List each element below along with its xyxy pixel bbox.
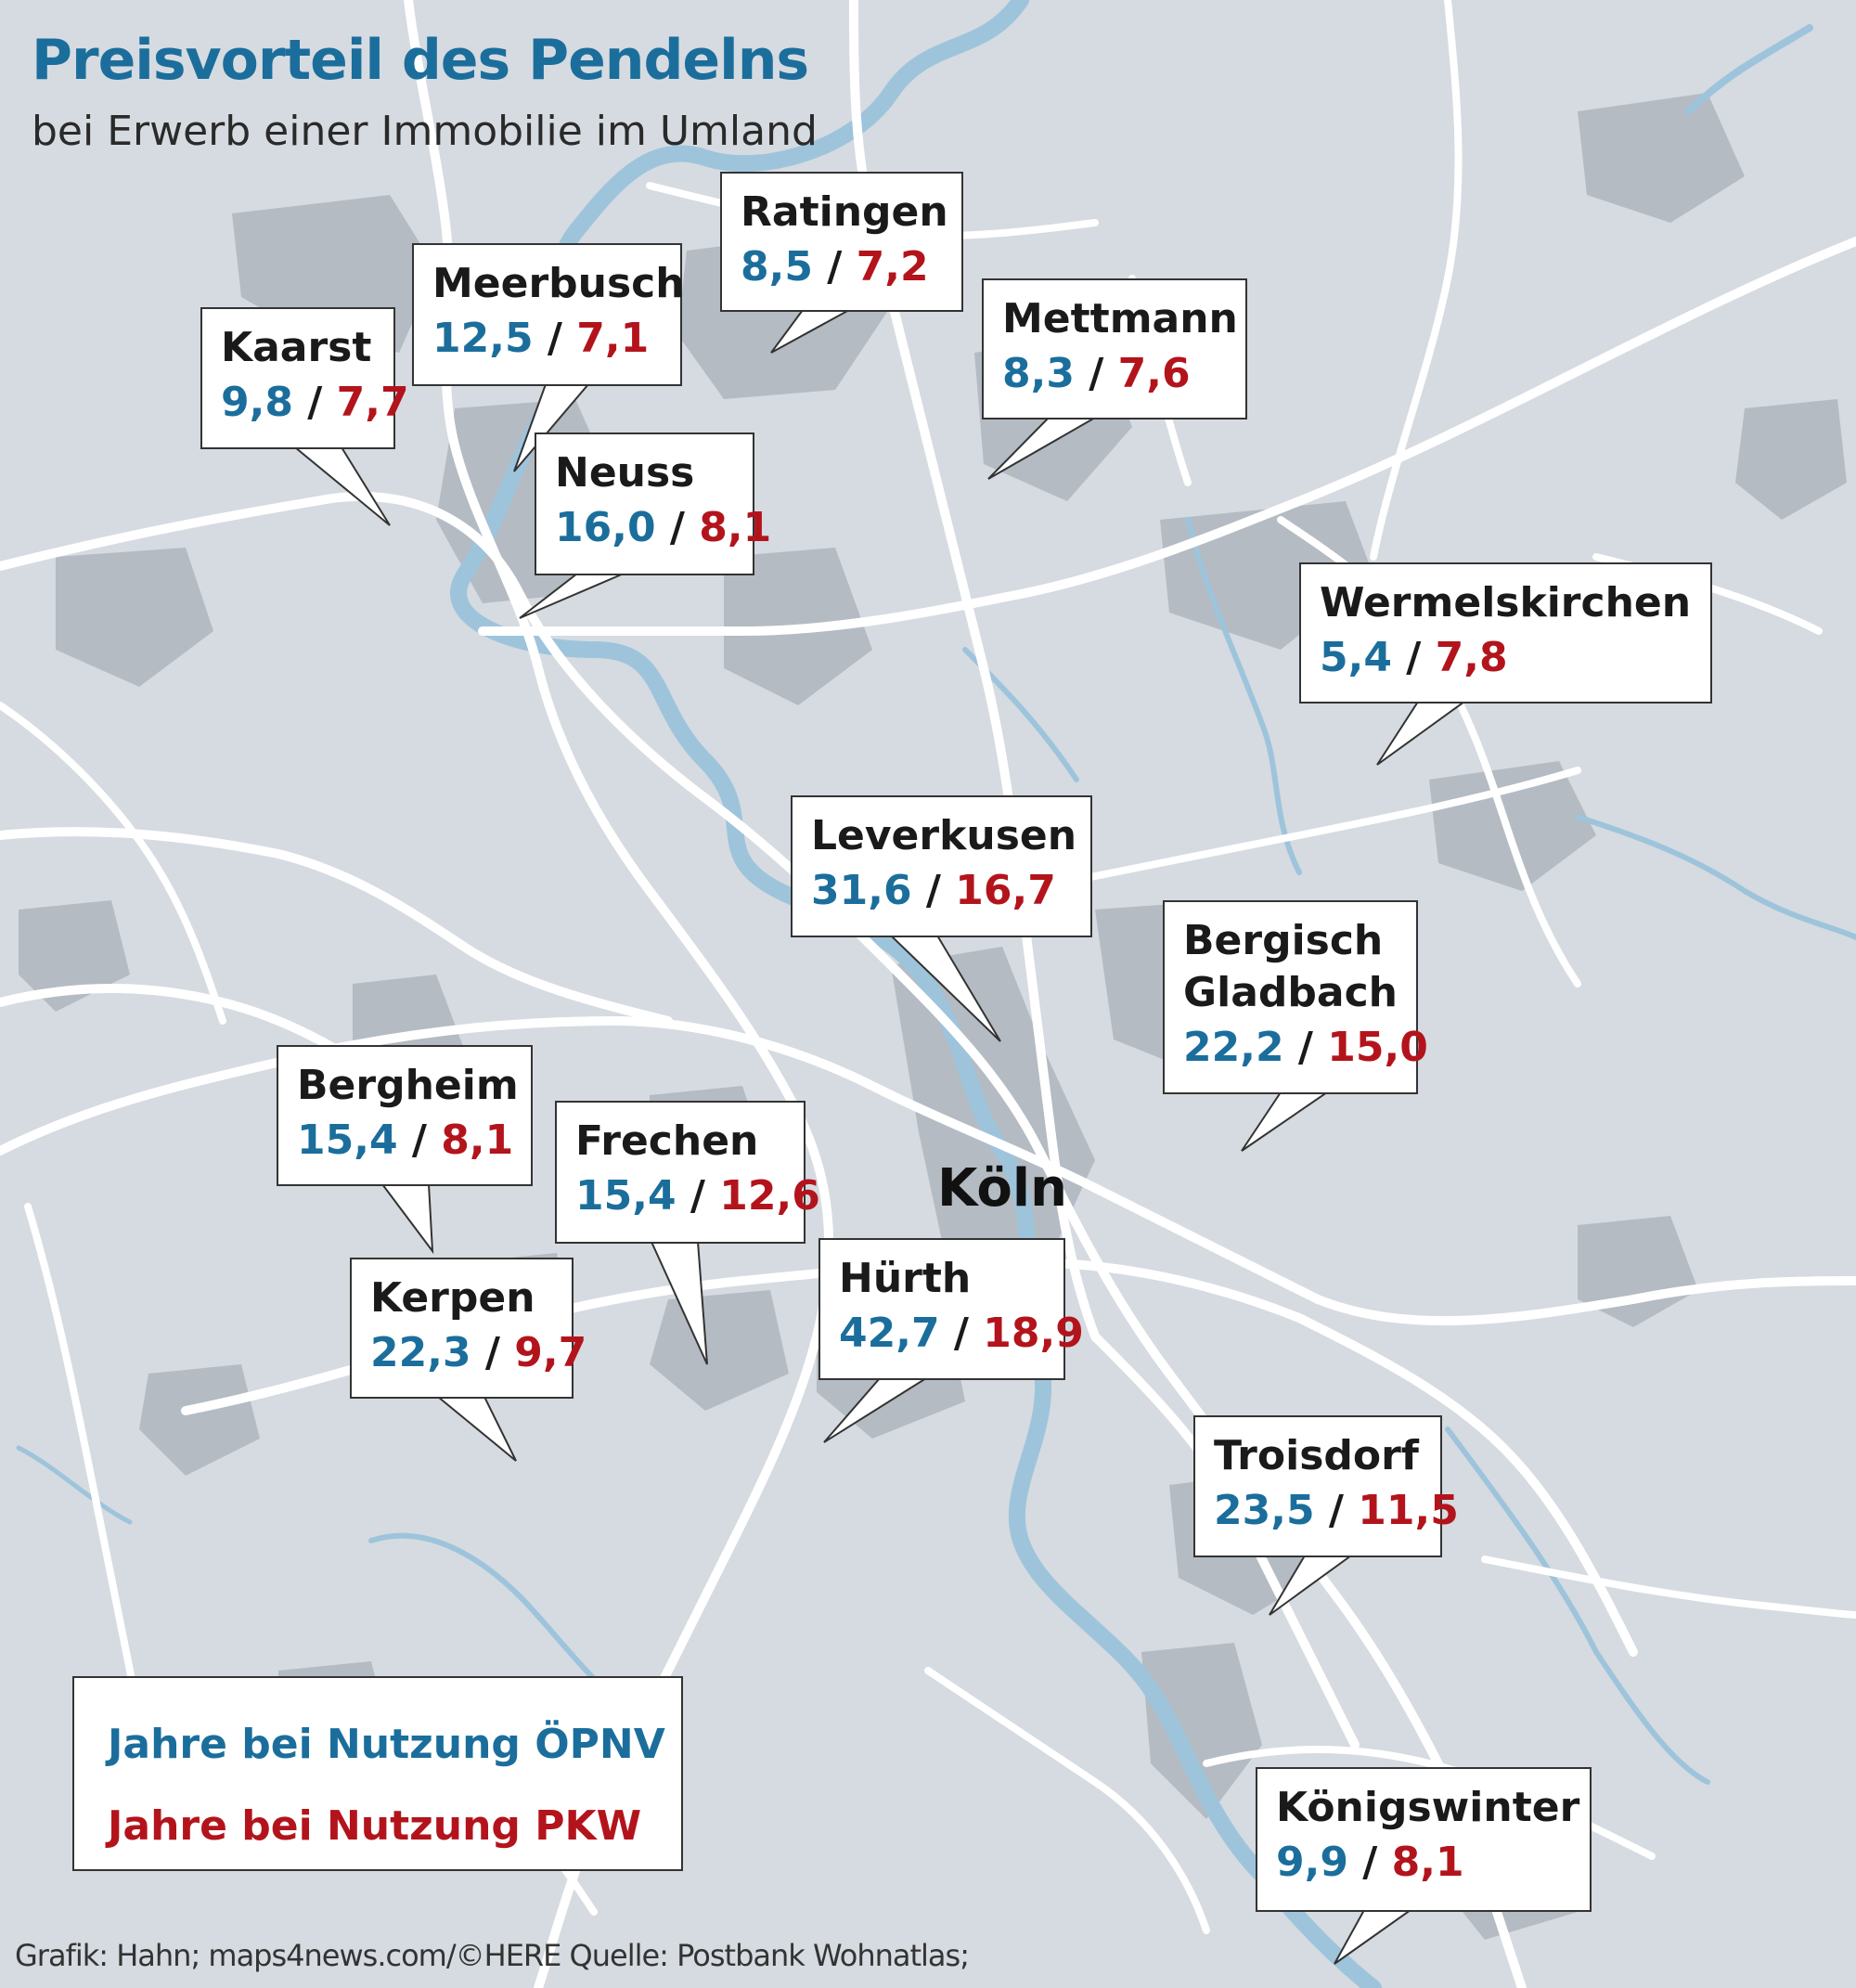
place-name: Frechen <box>575 1117 759 1165</box>
pkw-years: 7,8 <box>1435 634 1508 681</box>
callout-neuss: Neuss 16,0 / 8,1 <box>535 432 772 575</box>
callout-bergheim: Bergheim 15,4 / 8,1 <box>277 1045 533 1186</box>
pkw-years: 7,7 <box>336 379 409 426</box>
place-values: 9,9 / 8,1 <box>1276 1839 1464 1886</box>
place-name: Kerpen <box>370 1274 535 1322</box>
oepnv-years: 23,5 <box>1214 1487 1315 1534</box>
oepnv-years: 5,4 <box>1320 634 1392 681</box>
callout-kaarst: Kaarst 9,8 / 7,7 <box>200 307 409 449</box>
place-values: 5,4 / 7,8 <box>1320 634 1508 681</box>
callout-bergisch-gladbach: Bergisch Gladbach 22,2 / 15,0 <box>1163 900 1428 1094</box>
place-values: 31,6 / 16,7 <box>811 867 1056 914</box>
place-name: Troisdorf <box>1214 1432 1419 1479</box>
callout-troisdorf: Troisdorf 23,5 / 11,5 <box>1193 1415 1459 1557</box>
callout-meerbusch: Meerbusch 12,5 / 7,1 <box>412 243 685 386</box>
place-name: Kaarst <box>221 324 372 371</box>
place-values: 23,5 / 11,5 <box>1214 1487 1459 1534</box>
pkw-years: 11,5 <box>1358 1487 1459 1534</box>
callout-frechen: Frechen 15,4 / 12,6 <box>555 1101 820 1244</box>
place-name: Neuss <box>555 449 695 497</box>
place-name: Bergheim <box>297 1062 519 1109</box>
place-name: Meerbusch <box>432 260 685 307</box>
oepnv-years: 31,6 <box>811 867 912 914</box>
callout-ratingen: Ratingen 8,5 / 7,2 <box>720 172 963 312</box>
pkw-years: 15,0 <box>1327 1024 1428 1071</box>
oepnv-years: 22,3 <box>370 1329 471 1376</box>
city-label-koeln: Köln <box>937 1158 1067 1219</box>
pkw-years: 8,1 <box>1391 1839 1464 1886</box>
place-values: 8,5 / 7,2 <box>741 243 929 290</box>
place-values: 22,2 / 15,0 <box>1183 1024 1428 1071</box>
oepnv-years: 15,4 <box>575 1172 677 1220</box>
place-values: 22,3 / 9,7 <box>370 1329 587 1376</box>
legend-pkw: Jahre bei Nutzung PKW <box>108 1802 642 1850</box>
place-name: Ratingen <box>741 188 948 236</box>
pkw-years: 7,1 <box>576 315 650 362</box>
pkw-years: 7,2 <box>856 243 929 290</box>
legend-oepnv: Jahre bei Nutzung ÖPNV <box>108 1721 665 1768</box>
callout-wermelskirchen: Wermelskirchen 5,4 / 7,8 <box>1299 562 1712 704</box>
pkw-years: 18,9 <box>983 1310 1084 1357</box>
place-values: 15,4 / 12,6 <box>575 1172 820 1220</box>
oepnv-years: 9,9 <box>1276 1839 1348 1886</box>
place-values: 12,5 / 7,1 <box>432 315 650 362</box>
pkw-years: 8,1 <box>441 1117 514 1164</box>
callout-huerth: Hürth 42,7 / 18,9 <box>818 1238 1084 1380</box>
callout-mettmann: Mettmann 8,3 / 7,6 <box>982 278 1247 420</box>
oepnv-years: 8,5 <box>741 243 813 290</box>
oepnv-years: 12,5 <box>432 315 534 362</box>
place-values: 8,3 / 7,6 <box>1002 350 1191 397</box>
place-values: 15,4 / 8,1 <box>297 1117 514 1164</box>
rivers <box>16 0 1856 1988</box>
callout-kerpen: Kerpen 22,3 / 9,7 <box>350 1258 587 1399</box>
legend: Jahre bei Nutzung ÖPNV Jahre bei Nutzung… <box>72 1676 683 1871</box>
oepnv-years: 9,8 <box>221 379 293 426</box>
pkw-years: 7,6 <box>1117 350 1191 397</box>
oepnv-years: 8,3 <box>1002 350 1075 397</box>
place-name: Königswinter <box>1276 1784 1580 1831</box>
oepnv-years: 42,7 <box>839 1310 940 1357</box>
pkw-years: 16,7 <box>955 867 1056 914</box>
oepnv-years: 16,0 <box>555 504 656 551</box>
map-title: Preisvorteil des Pendelns <box>32 28 809 93</box>
pkw-years: 8,1 <box>699 504 772 551</box>
callout-pointers <box>292 309 1468 1965</box>
oepnv-years: 15,4 <box>297 1117 398 1164</box>
pkw-years: 9,7 <box>514 1329 587 1376</box>
place-values: 16,0 / 8,1 <box>555 504 772 551</box>
map-subtitle: bei Erwerb einer Immobilie im Umland <box>32 108 818 155</box>
callout-leverkusen: Leverkusen 31,6 / 16,7 <box>791 795 1092 937</box>
pkw-years: 12,6 <box>719 1172 820 1220</box>
source-credit: Grafik: Hahn; maps4news.com/©HERE Quelle… <box>15 1938 970 1973</box>
place-name: Wermelskirchen <box>1320 579 1692 626</box>
place-name: Hürth <box>839 1255 972 1302</box>
place-values: 42,7 / 18,9 <box>839 1310 1084 1357</box>
place-name: Leverkusen <box>811 812 1077 859</box>
place-name: Mettmann <box>1002 295 1238 342</box>
place-name: Bergisch <box>1183 917 1384 964</box>
place-values: 9,8 / 7,7 <box>221 379 409 426</box>
callout-koenigswinter: Königswinter 9,9 / 8,1 <box>1256 1767 1592 1912</box>
oepnv-years: 22,2 <box>1183 1024 1284 1071</box>
place-name-line2: Gladbach <box>1183 969 1398 1016</box>
